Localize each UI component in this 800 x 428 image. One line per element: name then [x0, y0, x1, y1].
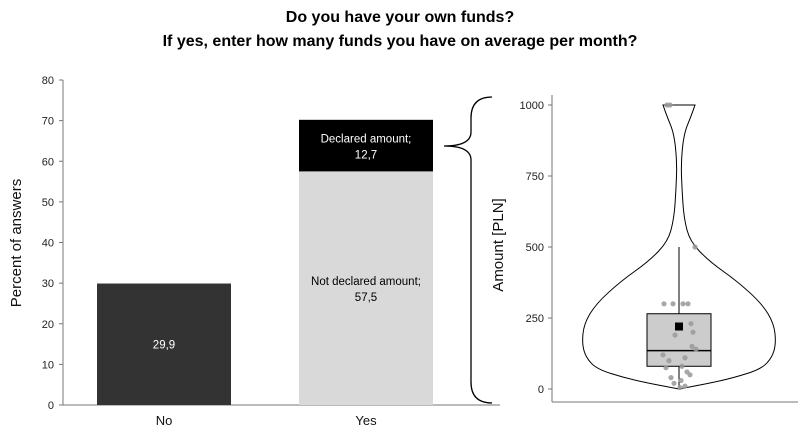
- data-point: [679, 363, 685, 369]
- bar-data-label: Not declared amount;: [311, 276, 421, 288]
- y-tick-label: 60: [42, 156, 54, 168]
- bar-segment-2: [299, 119, 433, 172]
- x-category-label: No: [156, 413, 173, 428]
- x-axis-categories: No Yes: [156, 413, 377, 428]
- data-point: [663, 365, 669, 371]
- y-axis-ticks: 0 10 20 30 40 50 60 70 80: [42, 75, 63, 412]
- data-point: [666, 358, 672, 364]
- y-tick-label: 20: [42, 319, 54, 331]
- x-category-label: Yes: [355, 413, 377, 428]
- data-point: [682, 355, 688, 361]
- data-point: [685, 301, 691, 307]
- data-point: [680, 301, 686, 307]
- data-point: [670, 301, 676, 307]
- violin-y-tick-label: 1000: [520, 100, 544, 112]
- jitter-points: [660, 102, 699, 391]
- data-point: [688, 321, 694, 327]
- data-point: [672, 332, 678, 338]
- bar-data-label: 29,9: [153, 339, 175, 351]
- data-point: [678, 377, 684, 384]
- data-point: [690, 329, 696, 335]
- data-point: [661, 301, 667, 307]
- data-point: [668, 375, 674, 381]
- brace-connector: [443, 96, 493, 404]
- data-point: [660, 352, 666, 358]
- violin-y-tick-label: 0: [538, 384, 544, 396]
- y-tick-label: 80: [42, 75, 54, 87]
- data-point: [693, 346, 699, 352]
- chart-title-line-1: Do you have your own funds?: [285, 9, 515, 26]
- bar-chart: Percent of answers 0 10 20 30 40 50 60 70 80 29,…: [8, 75, 500, 428]
- data-point: [682, 383, 688, 389]
- y-axis-label-percent: Percent of answers: [8, 179, 25, 307]
- data-point: [689, 343, 695, 349]
- bar-segment-1: [299, 171, 433, 405]
- bar-data-value: 57,5: [355, 292, 377, 304]
- chart-title-line-2: If yes, enter how many funds you have on…: [162, 33, 638, 50]
- y-tick-label: 30: [42, 278, 54, 290]
- y-tick-label: 50: [42, 197, 54, 209]
- y-tick-label: 40: [42, 238, 54, 250]
- y-axis-label-amount: Amount [PLN]: [490, 198, 507, 291]
- data-point: [677, 384, 683, 391]
- bar-data-value: 12,7: [355, 150, 377, 162]
- bar-segment-0: [97, 283, 231, 405]
- data-point: [692, 244, 698, 250]
- box-plot: [646, 247, 712, 388]
- data-point: [667, 102, 673, 108]
- mean-marker: [675, 322, 683, 331]
- y-tick-label: 0: [48, 400, 54, 412]
- data-point: [671, 380, 677, 386]
- bar-data-label: Declared amount;: [321, 134, 412, 146]
- y-tick-label: 70: [42, 116, 54, 128]
- iqr-box: [646, 313, 712, 367]
- bars: 29,9 Not declared amount; 57,5 Declared amo…: [97, 119, 433, 405]
- y-tick-label: 10: [42, 359, 54, 371]
- violin-chart: Amount [PLN] 0 250 500 750 1000: [490, 95, 798, 403]
- violin-y-tick-label: 500: [526, 242, 544, 254]
- violin-y-tick-label: 250: [526, 313, 544, 325]
- violin-y-tick-label: 750: [526, 171, 544, 183]
- violin-y-axis-ticks: 0 250 500 750 1000: [520, 100, 552, 396]
- data-point: [687, 372, 693, 378]
